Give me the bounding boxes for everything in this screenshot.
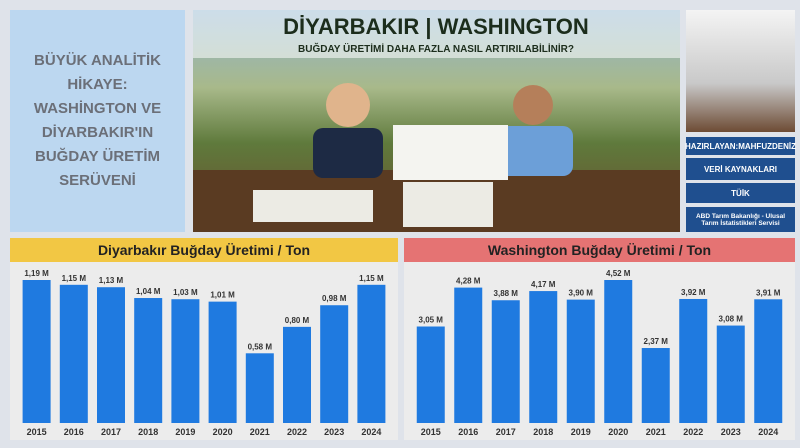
sources-heading-box: VERİ KAYNAKLARI (686, 158, 795, 180)
bar (566, 299, 595, 423)
bar (604, 280, 633, 423)
x-tick-label: 2022 (683, 427, 703, 437)
data-label: 3,08 M (719, 315, 744, 324)
bar (245, 353, 274, 423)
chart-title-bar (404, 238, 795, 262)
data-label: 0,58 M (248, 342, 273, 351)
x-tick-label: 2019 (571, 427, 591, 437)
bar (59, 284, 88, 423)
data-label: 3,05 M (419, 316, 444, 325)
data-label: 0,98 M (322, 294, 347, 303)
x-tick-label: 2020 (608, 427, 628, 437)
bar (416, 326, 445, 423)
data-label: 1,01 M (210, 291, 235, 300)
bar (529, 291, 558, 423)
x-tick-label: 2019 (175, 427, 195, 437)
chart-title: Washington Buğday Üretimi / Ton (488, 242, 711, 258)
x-tick-label: 2020 (213, 427, 233, 437)
x-tick-label: 2015 (27, 427, 47, 437)
data-label: 1,19 M (24, 269, 49, 278)
data-label: 4,52 M (606, 269, 631, 278)
data-label: 3,92 M (681, 288, 706, 297)
author: HAZIRLAYAN:MAHFUZDENİZ (685, 141, 796, 151)
x-tick-label: 2018 (533, 427, 553, 437)
banner-subtitle: BUĞDAY ÜRETİMİ DAHA FAZLA NASIL ARTIRILA… (298, 42, 574, 55)
bar (283, 326, 311, 423)
x-tick-label: 2022 (287, 427, 307, 437)
bar (208, 301, 237, 423)
bar (134, 298, 163, 423)
x-tick-label: 2023 (324, 427, 344, 437)
x-tick-label: 2024 (758, 427, 778, 437)
banner-title: DİYARBAKIR | WASHINGTON (283, 14, 589, 39)
bar (171, 299, 200, 423)
data-label: 1,13 M (99, 276, 124, 285)
bar (97, 287, 125, 423)
bar (320, 305, 349, 423)
paper (393, 125, 508, 180)
data-label: 3,88 M (494, 289, 519, 298)
x-tick-label: 2016 (458, 427, 478, 437)
data-label: 1,15 M (62, 274, 87, 283)
x-tick-label: 2016 (64, 427, 84, 437)
data-label: 4,28 M (456, 277, 481, 286)
x-tick-label: 2023 (721, 427, 741, 437)
figure (513, 85, 553, 125)
bar (679, 298, 708, 423)
bar (491, 300, 520, 423)
bar (357, 284, 386, 423)
source: ABD Tarım Bakanlığı - Ulusal Tarım İstat… (695, 212, 786, 227)
source-box: ABD Tarım Bakanlığı - Ulusal Tarım İstat… (686, 207, 795, 232)
x-tick-label: 2018 (138, 427, 158, 437)
x-tick-label: 2024 (361, 427, 381, 437)
figure (326, 83, 370, 127)
x-tick-label: 2015 (421, 427, 441, 437)
x-tick-label: 2017 (496, 427, 516, 437)
x-tick-label: 2021 (250, 427, 270, 437)
data-label: 4,17 M (531, 280, 556, 289)
paper (403, 182, 493, 227)
data-label: 1,15 M (359, 274, 384, 283)
figure (313, 128, 383, 178)
chart-title: Diyarbakır Buğday Üretimi / Ton (98, 242, 310, 258)
bar (641, 348, 670, 423)
chart-title-bar (10, 238, 398, 262)
paper (253, 190, 373, 222)
data-label: 1,04 M (136, 287, 161, 296)
bar (754, 299, 783, 423)
x-tick-label: 2017 (101, 427, 121, 437)
data-label: 3,91 M (756, 288, 781, 297)
bar (22, 280, 51, 423)
banner-image: DİYARBAKIR | WASHINGTON BUĞDAY ÜRETİMİ D… (193, 10, 680, 232)
author-photo (686, 10, 795, 132)
banner-header (193, 10, 680, 58)
banner-art: DİYARBAKIR | WASHINGTON BUĞDAY ÜRETİMİ D… (193, 10, 680, 232)
data-label: 0,80 M (285, 316, 310, 325)
story-box: BÜYÜK ANALİTİK HİKAYE: WASHİNGTON VE DİY… (10, 10, 185, 232)
x-tick-label: 2021 (646, 427, 666, 437)
story-title: BÜYÜK ANALİTİK HİKAYE: WASHİNGTON VE DİY… (33, 52, 162, 189)
author-label: HAZIRLAYAN:MAHFUZDENİZ (685, 137, 796, 155)
data-label: 1,03 M (173, 288, 198, 297)
bar (716, 325, 745, 423)
source: TÜİK (731, 188, 750, 198)
sources-heading: VERİ KAYNAKLARI (703, 164, 778, 174)
source-box: TÜİK (686, 183, 795, 203)
data-label: 3,90 M (569, 289, 594, 298)
data-label: 2,37 M (644, 337, 669, 346)
bar (454, 287, 483, 423)
figure (498, 126, 573, 176)
